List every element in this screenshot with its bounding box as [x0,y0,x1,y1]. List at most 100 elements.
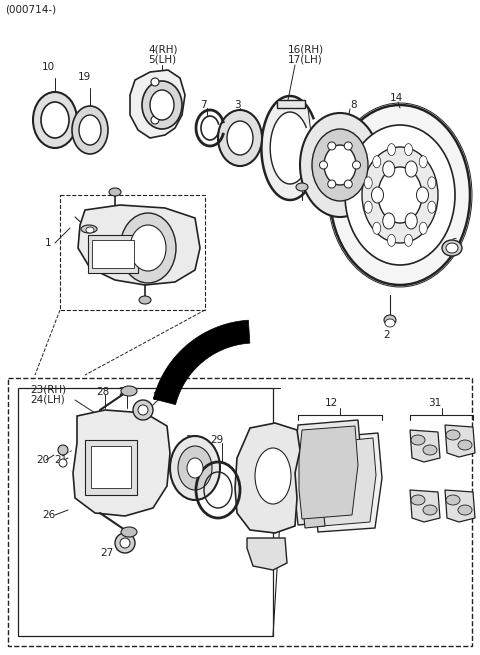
Ellipse shape [330,105,470,285]
Circle shape [120,538,130,548]
Polygon shape [262,97,313,199]
Ellipse shape [187,458,203,478]
Text: 5(LH): 5(LH) [148,55,176,65]
Ellipse shape [405,234,412,246]
Polygon shape [315,433,382,532]
Bar [85,440,137,495]
Ellipse shape [384,315,396,325]
Polygon shape [318,438,376,526]
Ellipse shape [428,201,436,213]
Circle shape [58,445,68,455]
Circle shape [59,459,67,467]
Text: 24(LH): 24(LH) [30,395,65,405]
Ellipse shape [362,147,438,243]
Text: 19: 19 [78,72,91,82]
Text: 29: 29 [210,435,223,445]
Ellipse shape [423,505,437,515]
Text: 20: 20 [36,455,49,465]
Text: 18: 18 [254,430,267,440]
Ellipse shape [442,240,462,256]
Text: 30: 30 [185,435,198,445]
Circle shape [138,405,148,415]
Ellipse shape [383,213,395,229]
Polygon shape [235,423,300,533]
Ellipse shape [121,386,137,396]
Ellipse shape [79,115,101,145]
Bar [92,240,134,268]
Ellipse shape [411,435,425,445]
Polygon shape [247,538,287,570]
Text: 8: 8 [350,100,357,110]
Text: (000714-): (000714-) [5,5,56,15]
Polygon shape [130,70,185,138]
Bar [88,235,138,273]
Ellipse shape [227,121,253,155]
Ellipse shape [170,436,220,500]
Ellipse shape [139,296,151,304]
Ellipse shape [142,81,182,129]
Ellipse shape [364,177,372,189]
Text: 23(RH): 23(RH) [30,385,66,395]
Ellipse shape [405,213,417,229]
Text: 26: 26 [42,510,55,520]
Polygon shape [78,205,200,285]
Ellipse shape [218,110,262,166]
Ellipse shape [446,495,460,505]
Ellipse shape [458,505,472,515]
Ellipse shape [81,225,97,233]
Ellipse shape [150,90,174,120]
Text: 12: 12 [325,398,338,408]
Ellipse shape [86,227,94,233]
Text: 10: 10 [42,62,55,72]
Text: 17(LH): 17(LH) [288,55,323,65]
Ellipse shape [428,177,436,189]
Ellipse shape [372,187,384,203]
Text: 14: 14 [390,93,403,103]
Ellipse shape [109,188,121,196]
Circle shape [328,180,336,188]
Ellipse shape [296,183,308,191]
Text: 6: 6 [450,238,456,248]
Ellipse shape [417,187,429,203]
Polygon shape [303,506,325,528]
Polygon shape [303,433,325,453]
Circle shape [151,116,159,124]
Circle shape [344,180,352,188]
Polygon shape [410,430,440,462]
Polygon shape [73,410,170,516]
Ellipse shape [446,430,460,440]
Text: 3: 3 [234,100,240,110]
Ellipse shape [419,222,427,234]
Ellipse shape [387,234,396,246]
Ellipse shape [33,92,77,148]
Circle shape [320,161,327,169]
Text: 4(RH): 4(RH) [148,45,178,55]
Circle shape [328,142,336,150]
Ellipse shape [41,102,69,138]
Text: 25: 25 [118,387,131,397]
Ellipse shape [378,167,422,223]
Polygon shape [153,320,250,405]
Ellipse shape [423,445,437,455]
Ellipse shape [345,125,455,265]
Ellipse shape [324,145,356,185]
Polygon shape [410,490,440,522]
Text: 7: 7 [200,100,206,110]
Bar [91,446,131,488]
Circle shape [115,533,135,553]
Text: 16(RH): 16(RH) [288,45,324,55]
Ellipse shape [405,161,417,177]
Text: 9: 9 [295,100,301,110]
Ellipse shape [120,213,176,283]
Text: 27: 27 [100,548,113,558]
Polygon shape [445,425,475,457]
Ellipse shape [419,156,427,168]
Polygon shape [299,426,358,519]
Circle shape [352,161,360,169]
Ellipse shape [387,143,396,156]
Polygon shape [445,490,475,522]
Circle shape [344,142,352,150]
Ellipse shape [364,201,372,213]
Text: 28: 28 [96,387,109,397]
Ellipse shape [130,225,166,271]
